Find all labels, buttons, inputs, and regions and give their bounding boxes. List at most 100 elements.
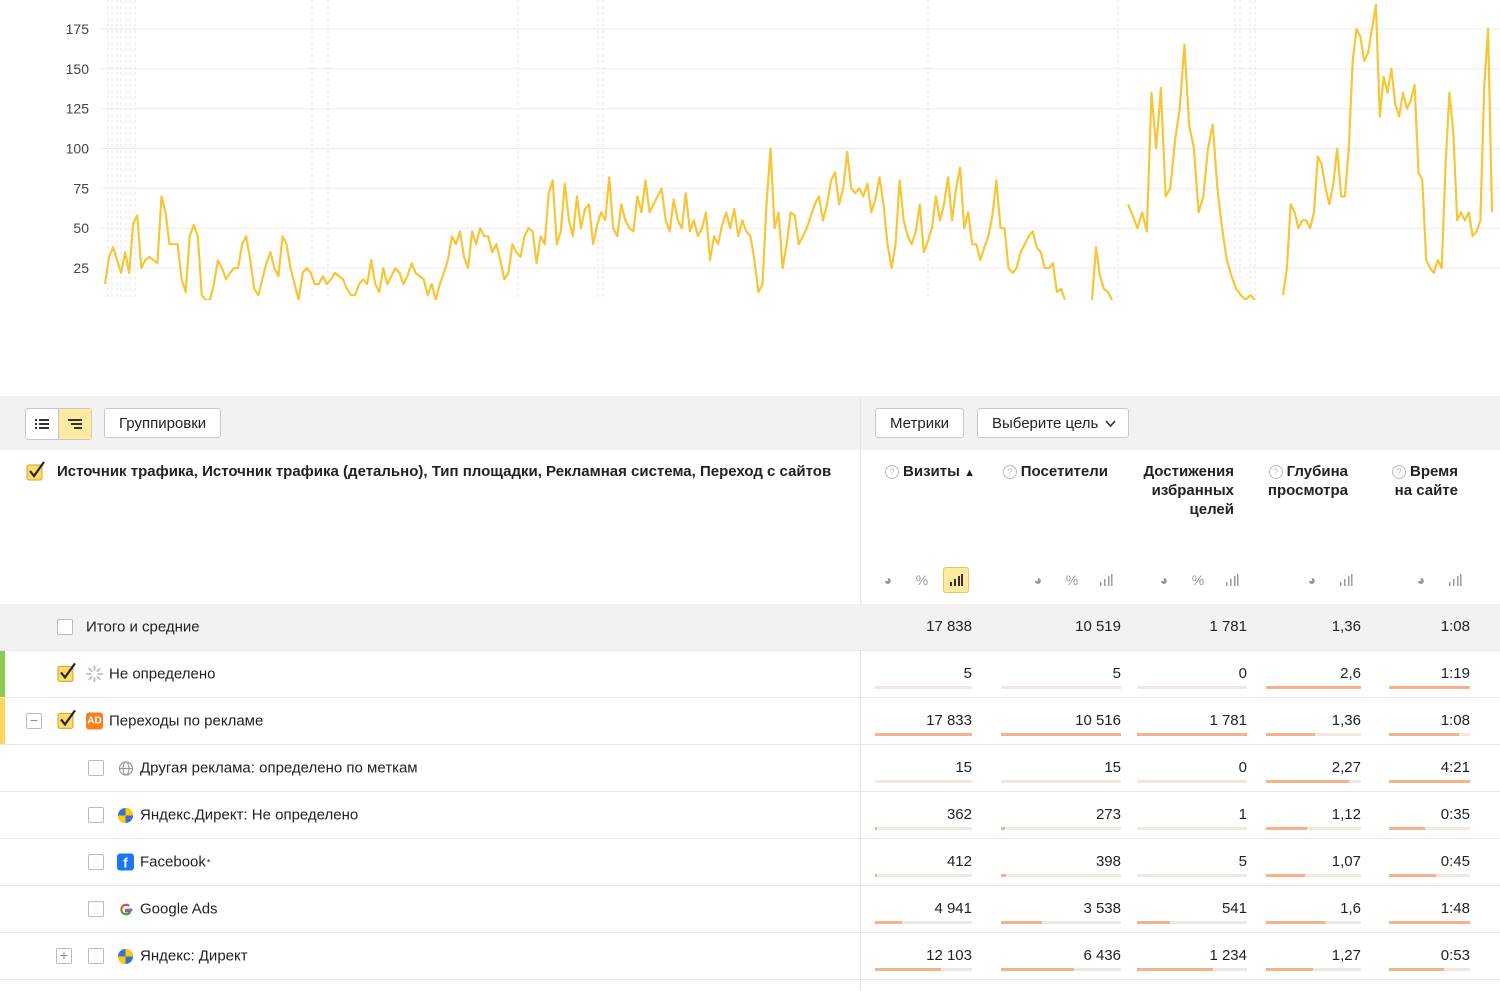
metric-bar-fill <box>1001 827 1005 830</box>
row-checkbox[interactable] <box>88 854 104 870</box>
help-icon[interactable]: ? <box>1002 465 1017 479</box>
table-row[interactable]: + Яндекс: Директ 12 103 6 436 1 234 1,27 0:53 <box>0 933 1500 980</box>
metric-bar <box>1137 968 1247 971</box>
row-label[interactable]: Итого и средние <box>86 619 200 636</box>
help-icon[interactable]: ? <box>1268 465 1283 479</box>
goals-display-options: ◕ % <box>1151 567 1245 593</box>
totals-row[interactable]: Итого и средние 17 838 10 519 1 781 1,36 1:08 <box>0 604 1500 651</box>
table-row[interactable]: − AD Переходы по рекламе 17 833 10 516 1 781 1… <box>0 698 1500 745</box>
metric-bar <box>1266 686 1361 689</box>
pie-chart-icon[interactable]: ◕ <box>1151 567 1177 593</box>
metric-cell: 1 781 <box>1137 604 1247 650</box>
metric-value: 273 <box>1095 806 1121 823</box>
column-divider <box>860 396 861 991</box>
metric-bar <box>1389 874 1470 877</box>
metric-cell: 15 <box>1001 745 1121 791</box>
row-checkbox[interactable] <box>88 807 104 823</box>
row-label[interactable]: f Facebook * <box>117 853 210 871</box>
expand-row-button[interactable]: + <box>56 948 72 964</box>
row-label[interactable]: AD Переходы по рекламе <box>86 712 264 730</box>
row-checkbox[interactable] <box>57 709 77 729</box>
metric-value: 1 234 <box>1209 947 1247 964</box>
metric-bar-fill <box>875 733 972 736</box>
metric-bar <box>1001 780 1121 783</box>
metric-bar <box>1389 827 1470 830</box>
metric-value: 1 <box>1238 806 1247 823</box>
metric-bar <box>1389 686 1470 689</box>
metric-cell: 0 <box>1137 651 1247 697</box>
table-row[interactable]: Яндекс.Директ: Не определено 362 273 1 1,12 0… <box>0 792 1500 839</box>
metric-bar <box>1389 780 1470 783</box>
tree-view-icon[interactable] <box>58 409 91 439</box>
metric-value: 2,6 <box>1340 665 1361 682</box>
metric-value: 6 436 <box>1083 947 1121 964</box>
pie-chart-icon[interactable]: ◕ <box>1408 567 1434 593</box>
help-icon[interactable]: ? <box>1392 465 1406 479</box>
bar-chart-icon[interactable] <box>1442 567 1468 593</box>
metric-cell: 4:21 <box>1389 745 1470 791</box>
table-row[interactable]: f Facebook * 412 398 5 1,07 0:45 <box>0 839 1500 886</box>
metric-bar <box>875 968 972 971</box>
metric-bar-fill <box>1389 874 1436 877</box>
globe-icon <box>117 760 134 777</box>
list-view-icon[interactable] <box>26 409 58 439</box>
row-label[interactable]: Яндекс.Директ: Не определено <box>117 807 358 824</box>
table-row[interactable]: Google Ads 4 941 3 538 541 1,6 1:48 <box>0 886 1500 933</box>
column-header-time[interactable]: ? Время на сайте <box>1378 462 1458 500</box>
percent-icon[interactable]: % <box>909 567 935 593</box>
select-all-checkbox[interactable] <box>26 461 46 481</box>
table-row[interactable]: Не определено 5 5 0 2,6 1:19 <box>0 651 1500 698</box>
pie-chart-icon[interactable]: ◕ <box>875 567 901 593</box>
metric-cell: 3 538 <box>1001 886 1121 932</box>
metric-value: 5 <box>1112 665 1121 682</box>
metric-value: 1 781 <box>1209 712 1247 729</box>
row-checkbox[interactable] <box>57 619 73 635</box>
collapse-row-button[interactable]: − <box>26 713 42 729</box>
metric-value: 17 838 <box>926 618 972 635</box>
bar-chart-icon[interactable] <box>1333 567 1359 593</box>
groupings-button[interactable]: Группировки <box>104 408 222 438</box>
pie-chart-icon[interactable]: ◕ <box>1299 567 1325 593</box>
bar-chart-icon[interactable] <box>1219 567 1245 593</box>
column-header-goals[interactable]: Достижения избранных целей <box>1143 463 1234 518</box>
metric-bar <box>1389 733 1470 736</box>
row-label[interactable]: Не определено <box>86 666 215 683</box>
goal-select[interactable]: Выберите цель <box>977 408 1130 438</box>
row-checkbox[interactable] <box>88 948 104 964</box>
metric-bar <box>1137 874 1247 877</box>
percent-icon[interactable]: % <box>1185 567 1211 593</box>
row-label[interactable]: Яндекс: Директ <box>117 948 248 965</box>
row-label[interactable]: Google Ads <box>117 901 218 918</box>
metrics-button[interactable]: Метрики <box>875 408 965 438</box>
row-color-marker <box>0 698 5 744</box>
time-display-options: ◕ <box>1408 567 1468 593</box>
metric-bar-fill <box>1266 780 1349 783</box>
row-label-text: Переходы по рекламе <box>109 712 264 730</box>
metric-cell: 17 833 <box>875 698 972 744</box>
y-tick-label: 150 <box>66 61 90 77</box>
column-header-visits[interactable]: ? Визиты ▲ <box>885 462 975 483</box>
row-checkbox[interactable] <box>88 901 104 917</box>
ad-icon: AD <box>86 712 103 730</box>
dimensions-title[interactable]: Источник трафика, Источник трафика (дета… <box>57 463 832 480</box>
metric-cell: 1 781 <box>1137 698 1247 744</box>
column-header-visitors[interactable]: ? Посетители <box>1002 462 1108 481</box>
column-header-depth[interactable]: ? Глубина просмотра <box>1267 463 1348 499</box>
metric-value: 0:53 <box>1440 947 1470 964</box>
goal-select-label: Выберите цель <box>992 415 1099 432</box>
pie-chart-icon[interactable]: ◕ <box>1025 567 1051 593</box>
metric-cell: 1,36 <box>1266 604 1361 650</box>
table-row[interactable]: Другая реклама: определено по меткам 15 15… <box>0 745 1500 792</box>
help-icon[interactable]: ? <box>885 465 900 479</box>
bar-chart-icon[interactable] <box>1093 567 1119 593</box>
row-checkbox[interactable] <box>88 760 104 776</box>
yandex-direct-icon <box>117 807 134 824</box>
metric-value: 1:08 <box>1440 712 1470 729</box>
row-label[interactable]: Другая реклама: определено по меткам <box>117 760 418 777</box>
metric-bar-fill <box>1266 686 1361 689</box>
percent-icon[interactable]: % <box>1059 567 1085 593</box>
bar-chart-icon[interactable] <box>943 567 969 593</box>
metric-bar-fill <box>1389 733 1459 736</box>
y-tick-label: 75 <box>73 180 89 196</box>
row-checkbox[interactable] <box>57 662 77 682</box>
